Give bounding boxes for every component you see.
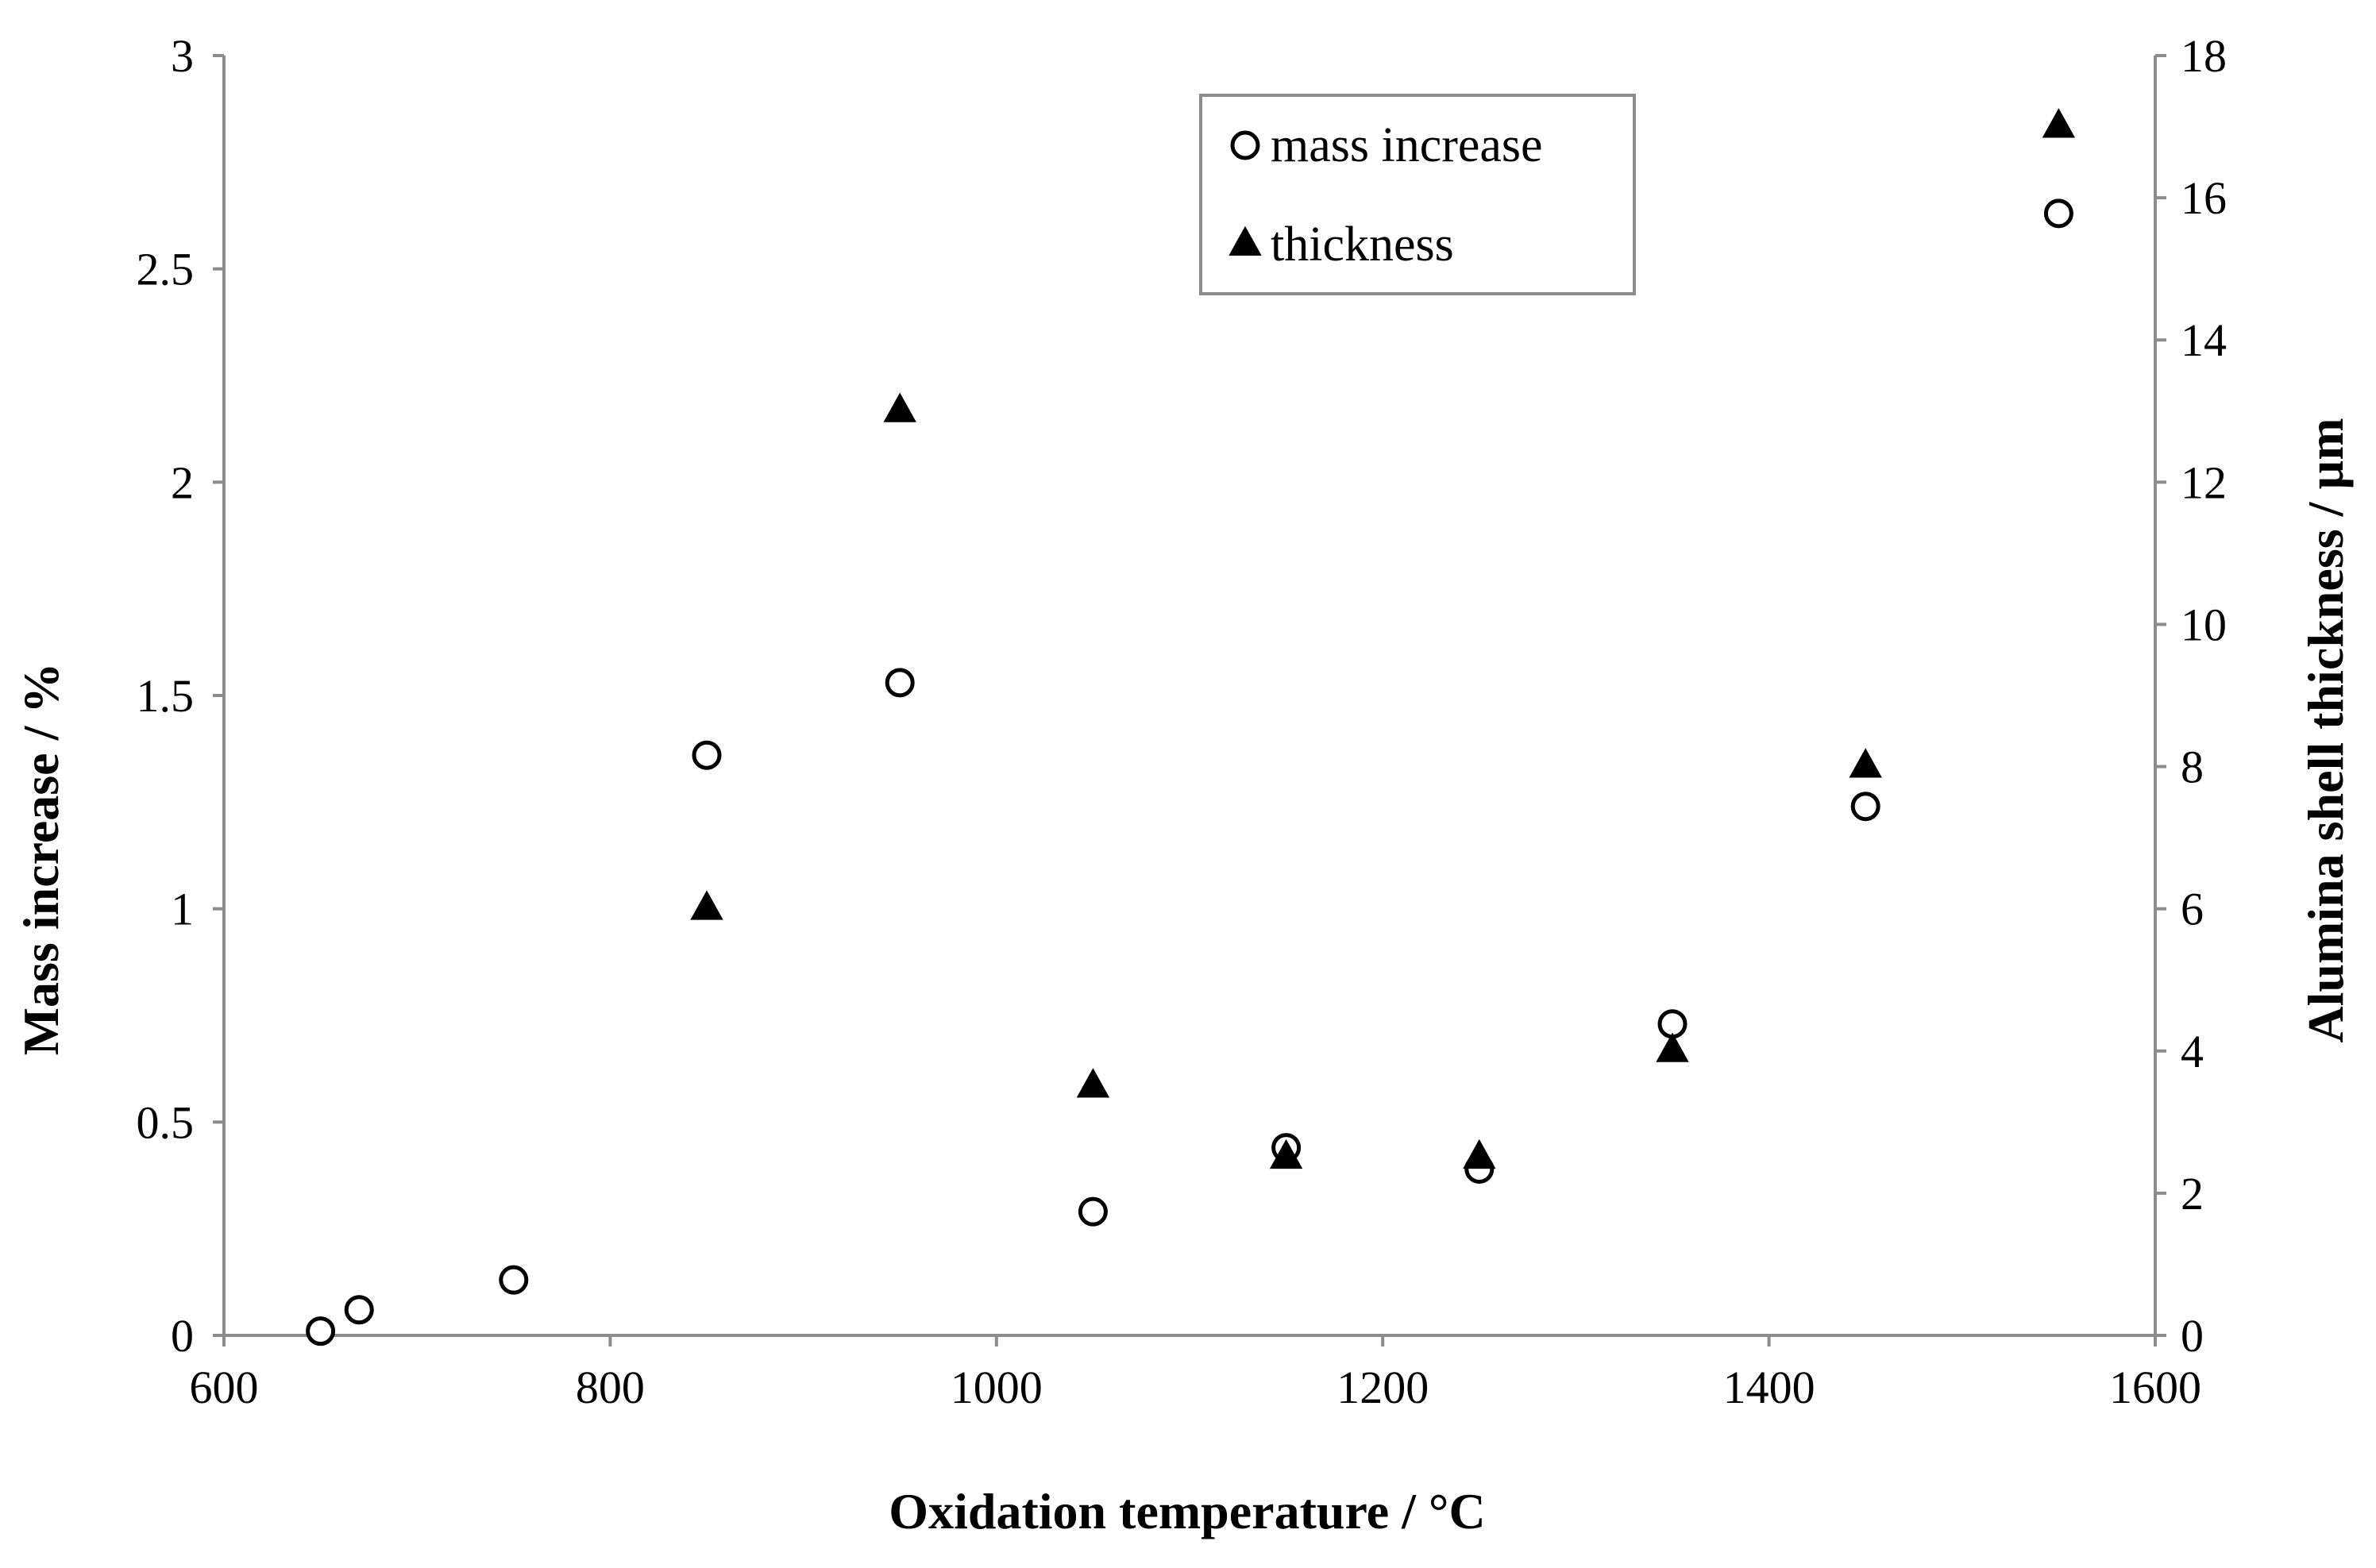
y2-axis-title: Alumina shell thickness / µm bbox=[2297, 418, 2354, 1042]
y2-tick-label: 4 bbox=[2181, 1026, 2204, 1077]
x-tick-label: 1400 bbox=[1723, 1362, 1815, 1413]
mass-increase-point bbox=[885, 668, 915, 698]
x-tick-label: 1000 bbox=[951, 1362, 1043, 1413]
thickness-point bbox=[1076, 1068, 1110, 1098]
thickness-point bbox=[2042, 108, 2076, 138]
y-tick-label: 2 bbox=[171, 457, 194, 508]
y2-tick-label: 16 bbox=[2181, 172, 2227, 224]
mass-increase-point bbox=[499, 1265, 529, 1295]
thickness-point bbox=[690, 890, 723, 920]
mass-increase-point bbox=[1850, 792, 1880, 822]
y2-tick-label: 14 bbox=[2181, 314, 2227, 366]
y2-tick-label: 18 bbox=[2181, 30, 2227, 82]
mass-increase-point bbox=[692, 740, 722, 770]
x-tick-label: 800 bbox=[576, 1362, 645, 1413]
mass-increase-point bbox=[1078, 1196, 1108, 1227]
legend: mass increase thickness bbox=[1199, 94, 1636, 295]
legend-circle-icon bbox=[1230, 130, 1260, 160]
y-axis-title: Mass increase / % bbox=[13, 663, 69, 1056]
y-tick-label: 0 bbox=[171, 1310, 194, 1362]
thickness-point bbox=[1656, 1032, 1689, 1062]
mass-increase-point bbox=[2043, 198, 2073, 229]
y2-tick-label: 0 bbox=[2181, 1310, 2204, 1362]
mass-increase-point bbox=[306, 1316, 336, 1346]
y2-tick-label: 2 bbox=[2181, 1168, 2204, 1219]
thickness-point bbox=[883, 392, 916, 422]
y-tick-label: 0.5 bbox=[137, 1096, 195, 1148]
y2-tick-label: 8 bbox=[2181, 742, 2204, 793]
y-tick-label: 1.5 bbox=[137, 670, 195, 722]
legend-box bbox=[1199, 94, 1636, 295]
x-tick-label: 1600 bbox=[2109, 1362, 2201, 1413]
thickness-point bbox=[1269, 1138, 1303, 1169]
y-tick-label: 1 bbox=[171, 884, 194, 935]
legend-label: mass increase bbox=[1271, 118, 1543, 172]
axes: 600 800 1000 1200 1400 160000.511.522.5302468… bbox=[137, 30, 2228, 1413]
x-axis-title: Oxidation temperature / °C bbox=[889, 1483, 1485, 1539]
legend-label: thickness bbox=[1271, 218, 1454, 272]
y-tick-label: 2.5 bbox=[137, 244, 195, 295]
legend-triangle-icon bbox=[1228, 225, 1262, 256]
data-marks bbox=[306, 108, 2076, 1346]
y-tick-label: 3 bbox=[171, 30, 194, 82]
thickness-point bbox=[1849, 748, 1882, 778]
y2-tick-label: 12 bbox=[2181, 457, 2227, 508]
y2-tick-label: 6 bbox=[2181, 884, 2204, 935]
x-tick-label: 600 bbox=[190, 1362, 259, 1413]
x-tick-label: 1200 bbox=[1336, 1362, 1429, 1413]
mass-increase-point bbox=[344, 1295, 374, 1325]
y2-tick-label: 10 bbox=[2181, 599, 2227, 650]
thickness-point bbox=[1463, 1138, 1496, 1169]
